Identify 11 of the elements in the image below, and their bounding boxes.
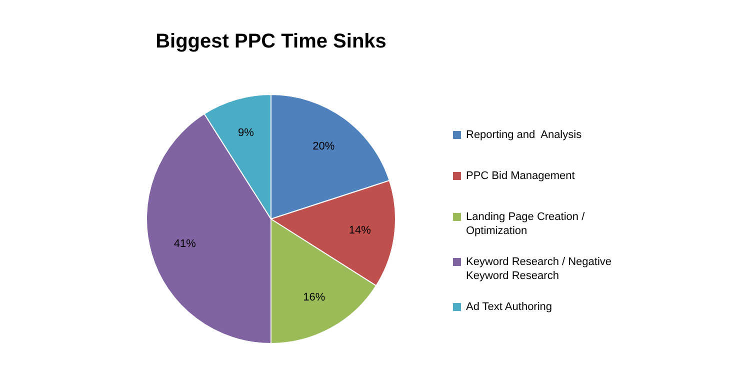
data-label: 20% (312, 140, 335, 153)
data-label: 16% (303, 292, 326, 304)
chart-title: Biggest PPC Time Sinks (156, 30, 386, 53)
legend-label: PPC Bid Management (466, 169, 575, 183)
data-label: 14% (348, 224, 372, 236)
data-label: 41% (174, 238, 196, 250)
legend-label: Keyword Research / Negative Keyword Research (466, 255, 613, 283)
legend-label: Ad Text Authoring (466, 300, 552, 314)
data-label: 9% (238, 126, 254, 139)
legend-label: Landing Page Creation / Optimization (466, 210, 586, 238)
legend-label: Reporting and Analysis (466, 128, 582, 142)
